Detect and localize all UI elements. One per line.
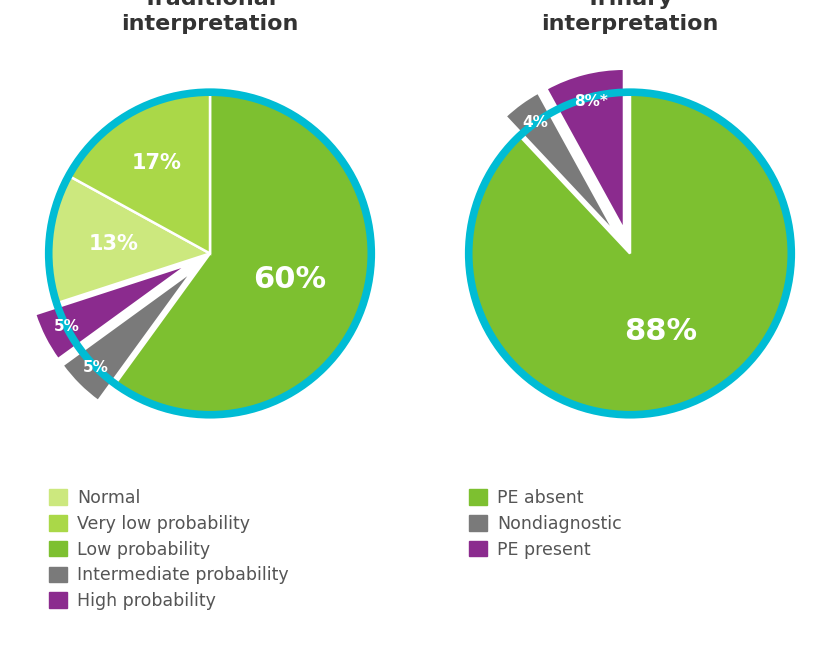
Wedge shape: [69, 92, 210, 253]
Wedge shape: [469, 92, 791, 415]
Wedge shape: [546, 69, 624, 230]
Title: Trinary
interpretation: Trinary interpretation: [541, 0, 719, 34]
Text: 60%: 60%: [253, 265, 326, 294]
Text: 5%: 5%: [54, 319, 79, 334]
Text: 8%*: 8%*: [575, 95, 608, 109]
Legend: PE absent, Nondiagnostic, PE present: PE absent, Nondiagnostic, PE present: [470, 489, 622, 558]
Wedge shape: [35, 264, 188, 360]
Wedge shape: [115, 92, 371, 415]
Text: 17%: 17%: [132, 153, 181, 173]
Wedge shape: [506, 93, 616, 234]
Text: 4%: 4%: [522, 115, 549, 131]
Text: 13%: 13%: [89, 234, 139, 254]
Text: 88%: 88%: [624, 317, 697, 346]
Legend: Normal, Very low probability, Low probability, Intermediate probability, High pr: Normal, Very low probability, Low probab…: [50, 489, 289, 610]
Wedge shape: [49, 176, 210, 303]
Title: Traditional
interpretation: Traditional interpretation: [121, 0, 299, 34]
Wedge shape: [62, 271, 193, 401]
Text: 5%: 5%: [83, 360, 109, 375]
